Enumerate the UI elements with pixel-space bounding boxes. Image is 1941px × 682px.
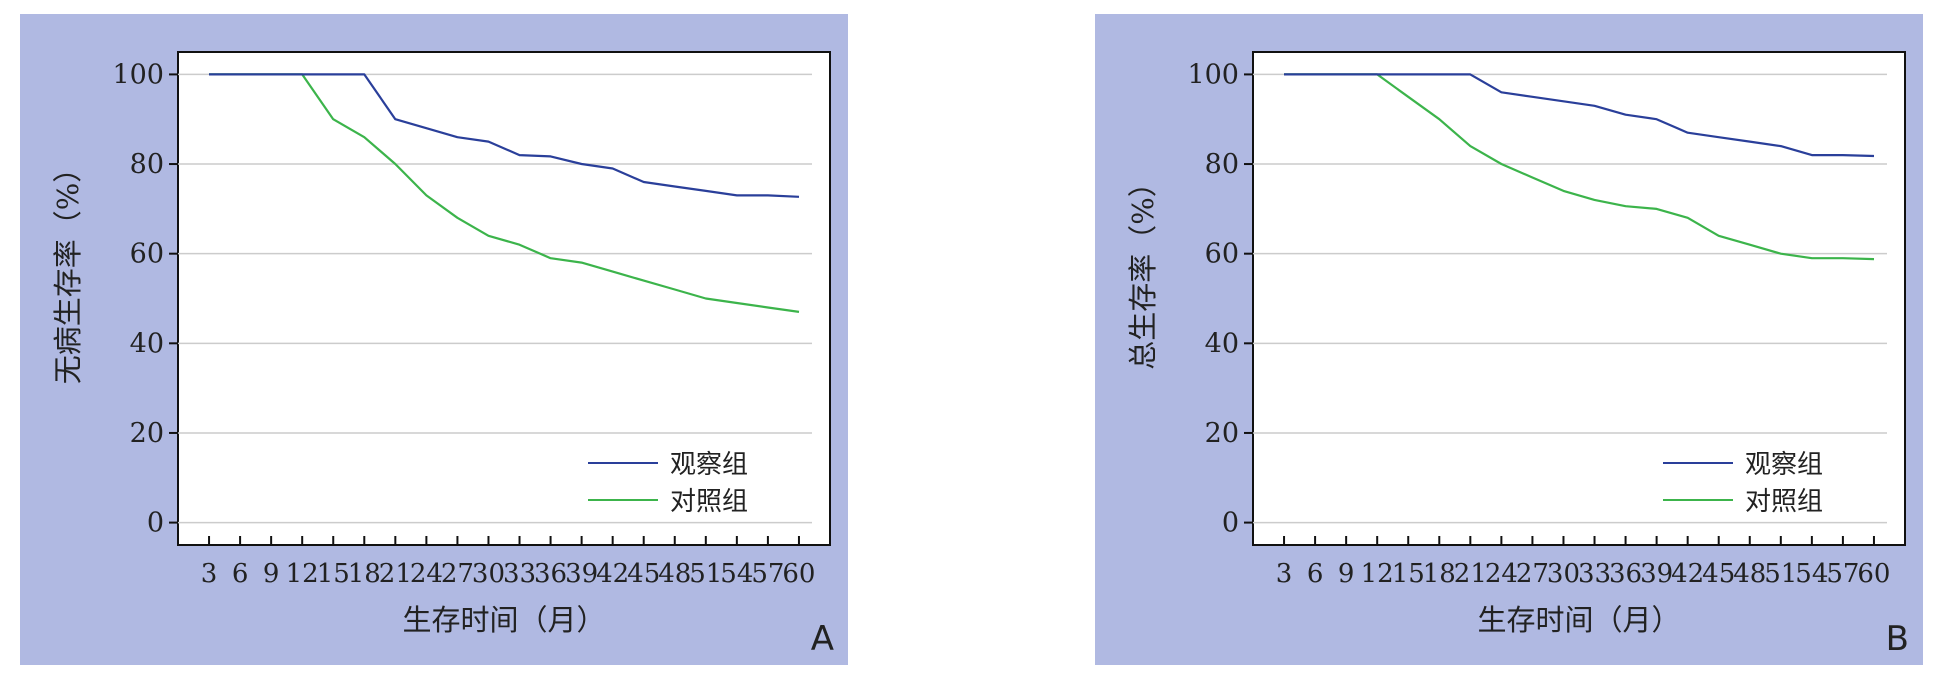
x-tick-label: 6 — [1307, 559, 1324, 589]
x-tick-label: 6 — [232, 559, 249, 589]
legend-item-control: 对照组 — [1663, 481, 1823, 518]
x-tick-label: 45 — [627, 559, 660, 589]
x-tick-label: 51 — [1764, 559, 1797, 589]
y-tick-label: 100 — [1187, 59, 1239, 90]
x-tick-label: 39 — [565, 559, 598, 589]
x-tick-label: 24 — [1485, 559, 1518, 589]
y-tick-label: 0 — [1222, 508, 1239, 539]
chart-panel-b: 0 20 40 60 80 100 3 6 9 12 15 18 21 24 27 30 33 36 39 42 45 4… — [1095, 14, 1923, 665]
legend-swatch-control — [1663, 498, 1733, 501]
series-line-control — [1284, 73, 1875, 261]
series-line-observe — [209, 73, 800, 198]
x-tick-label: 15 — [1392, 559, 1425, 589]
x-tick-label: 42 — [596, 559, 629, 589]
x-tick-label: 24 — [410, 559, 443, 589]
y-tick-label: 80 — [130, 149, 164, 180]
x-tick-label: 18 — [1423, 559, 1456, 589]
series-line-observe — [1284, 73, 1875, 158]
x-tick-label: 21 — [1454, 559, 1487, 589]
y-axis-title: 无病生存率（%） — [51, 153, 85, 385]
x-tick-label: 30 — [472, 559, 505, 589]
plot-area — [177, 51, 831, 546]
x-tick-label: 9 — [1338, 559, 1355, 589]
x-tick-label: 48 — [658, 559, 691, 589]
x-axis-title: 生存时间（月） — [402, 603, 606, 637]
plot-area — [1252, 51, 1906, 546]
legend-item-control: 对照组 — [588, 481, 748, 518]
x-tick-label: 12 — [1361, 559, 1394, 589]
x-tick-label: 54 — [720, 559, 753, 589]
x-tick-label: 57 — [751, 559, 784, 589]
x-tick-label: 45 — [1702, 559, 1735, 589]
series-line-control — [209, 73, 800, 313]
x-tick-label: 21 — [379, 559, 412, 589]
x-tick-label: 60 — [1857, 559, 1890, 589]
y-tick-label: 100 — [112, 59, 164, 90]
x-tick-label: 18 — [348, 559, 381, 589]
x-tick-label: 54 — [1795, 559, 1828, 589]
legend: 观察组 对照组 — [1663, 444, 1823, 518]
legend-label-control: 对照组 — [670, 487, 749, 517]
x-tick-label: 48 — [1733, 559, 1766, 589]
panel-letter: A — [810, 619, 834, 659]
x-tick-label: 3 — [201, 559, 218, 589]
y-tick-label: 20 — [130, 418, 164, 449]
legend-label-control: 对照组 — [1745, 487, 1824, 517]
y-tick-label: 40 — [1205, 328, 1239, 359]
x-tick-label: 60 — [782, 559, 815, 589]
panel-letter: B — [1885, 619, 1909, 659]
x-tick-label: 33 — [503, 559, 536, 589]
y-tick-label: 60 — [1205, 239, 1239, 270]
x-tick-label: 33 — [1578, 559, 1611, 589]
legend-swatch-observe — [588, 461, 658, 464]
x-tick-label: 39 — [1640, 559, 1673, 589]
x-tick-label: 51 — [689, 559, 722, 589]
x-tick-label: 42 — [1671, 559, 1704, 589]
legend-swatch-control — [588, 498, 658, 501]
x-tick-label: 57 — [1826, 559, 1859, 589]
y-tick-label: 20 — [1205, 418, 1239, 449]
legend-label-observe: 观察组 — [670, 450, 749, 480]
x-tick-label: 15 — [317, 559, 350, 589]
legend-item-observe: 观察组 — [1663, 444, 1823, 481]
y-axis-title: 总生存率（%） — [1126, 168, 1160, 370]
x-tick-label: 27 — [441, 559, 474, 589]
x-tick-label: 27 — [1516, 559, 1549, 589]
x-tick-label: 9 — [263, 559, 280, 589]
y-tick-label: 60 — [130, 239, 164, 270]
legend-item-observe: 观察组 — [588, 444, 748, 481]
x-tick-label: 36 — [534, 559, 567, 589]
x-tick-label: 30 — [1547, 559, 1580, 589]
chart-panel-a: 0 20 40 60 80 100 3 6 9 12 15 18 21 24 27 30 33 36 39 42 45 4… — [20, 14, 848, 665]
x-axis-title: 生存时间（月） — [1477, 603, 1681, 637]
legend: 观察组 对照组 — [588, 444, 748, 518]
x-tick-label: 36 — [1609, 559, 1642, 589]
y-tick-label: 0 — [147, 508, 164, 539]
legend-swatch-observe — [1663, 461, 1733, 464]
legend-label-observe: 观察组 — [1745, 450, 1824, 480]
y-tick-label: 40 — [130, 328, 164, 359]
x-tick-label: 3 — [1276, 559, 1293, 589]
y-tick-label: 80 — [1205, 149, 1239, 180]
x-tick-label: 12 — [286, 559, 319, 589]
